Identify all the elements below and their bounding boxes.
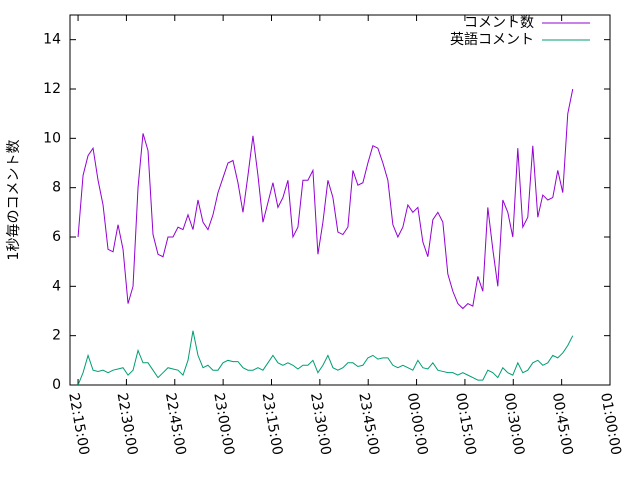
y-tick-label: 2 (52, 328, 61, 344)
legend-label: コメント数 (464, 15, 534, 31)
x-tick-label: 23:30:00 (307, 392, 334, 457)
series-line (77, 88, 574, 310)
y-tick-label: 8 (52, 180, 61, 196)
x-tick-label: 23:00:00 (210, 392, 237, 457)
x-tick-label: 22:45:00 (162, 392, 189, 457)
y-tick-label: 12 (43, 81, 61, 97)
series-line (77, 330, 574, 386)
y-tick-label: 10 (43, 130, 61, 146)
y-axis-label: 1秒毎のコメント数 (6, 140, 22, 261)
x-tick-label: 23:45:00 (355, 392, 382, 457)
x-tick-label: 00:00:00 (404, 392, 431, 457)
x-tick-label: 23:15:00 (259, 392, 286, 457)
legend-label: 英語コメント (450, 31, 534, 48)
y-tick-label: 0 (52, 377, 61, 393)
y-tick-label: 14 (43, 32, 61, 48)
x-tick-label: 00:30:00 (500, 392, 527, 457)
plot-border (69, 14, 611, 386)
x-tick-label: 22:30:00 (114, 392, 141, 457)
x-tick-label: 00:45:00 (549, 392, 576, 457)
y-tick-label: 6 (52, 229, 61, 245)
y-tick-label: 4 (52, 278, 61, 294)
x-tick-label: 00:15:00 (452, 392, 479, 457)
x-tick-label: 22:15:00 (65, 392, 92, 457)
x-tick-label: 01:00:00 (597, 392, 624, 457)
